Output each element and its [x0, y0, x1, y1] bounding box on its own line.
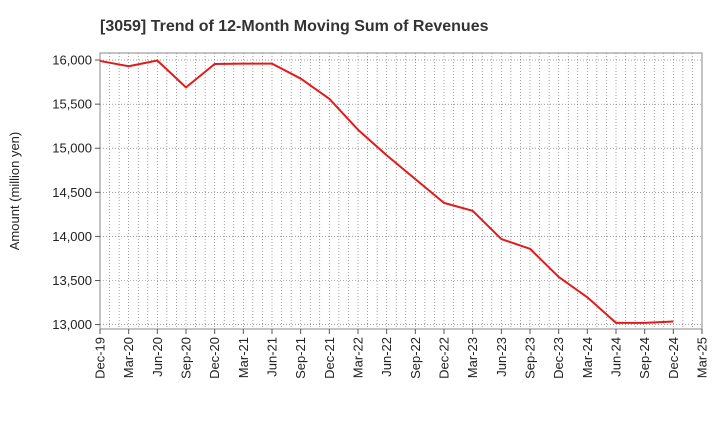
- y-tick-label: 13,500: [52, 273, 92, 288]
- x-tick-label: Sep-21: [293, 337, 308, 379]
- y-tick-label: 16,000: [52, 53, 92, 68]
- y-tick-label: 14,000: [52, 229, 92, 244]
- x-tick-label: Mar-25: [695, 337, 710, 378]
- x-tick-label: Jun-22: [379, 337, 394, 377]
- series-line: [99, 59, 674, 324]
- grid-lines: [100, 53, 702, 329]
- chart-title: [3059] Trend of 12-Month Moving Sum of R…: [100, 18, 489, 35]
- x-tick-label: Dec-24: [666, 337, 681, 379]
- x-tick-label: Mar-20: [121, 337, 136, 378]
- x-axis-ticks: Dec-19 Mar-20 Jun-20 Sep-20 Dec-20 Mar-21 Jun-…: [93, 329, 710, 379]
- x-tick-label: Dec-21: [322, 337, 337, 379]
- y-tick-label: 15,000: [52, 141, 92, 156]
- x-tick-label: Jun-20: [150, 337, 165, 377]
- x-tick-label: Jun-23: [494, 337, 509, 377]
- y-axis-label: Amount (million yen): [7, 132, 22, 251]
- x-tick-label: Sep-20: [179, 337, 194, 379]
- y-axis-ticks: 13,000 13,500 14,000 14,500 15,000 15,500 16,0…: [52, 53, 100, 332]
- y-tick-label: 15,500: [52, 97, 92, 112]
- x-tick-label: Mar-21: [236, 337, 251, 378]
- x-tick-label: Mar-23: [465, 337, 480, 378]
- x-tick-label: Dec-20: [207, 337, 222, 379]
- x-tick-label: Sep-22: [408, 337, 423, 379]
- y-tick-label: 13,000: [52, 317, 92, 332]
- x-tick-label: Mar-22: [351, 337, 366, 378]
- x-tick-label: Dec-23: [551, 337, 566, 379]
- plot-area-frame: [99, 52, 703, 330]
- x-tick-label: Mar-24: [580, 337, 595, 378]
- x-tick-label: Jun-24: [609, 337, 624, 377]
- x-tick-label: Sep-23: [523, 337, 538, 379]
- x-tick-label: Dec-19: [93, 337, 108, 379]
- x-tick-label: Sep-24: [637, 337, 652, 379]
- y-tick-label: 14,500: [52, 185, 92, 200]
- series-layer: [99, 59, 674, 324]
- x-tick-label: Dec-22: [437, 337, 452, 379]
- x-tick-label: Jun-21: [265, 337, 280, 377]
